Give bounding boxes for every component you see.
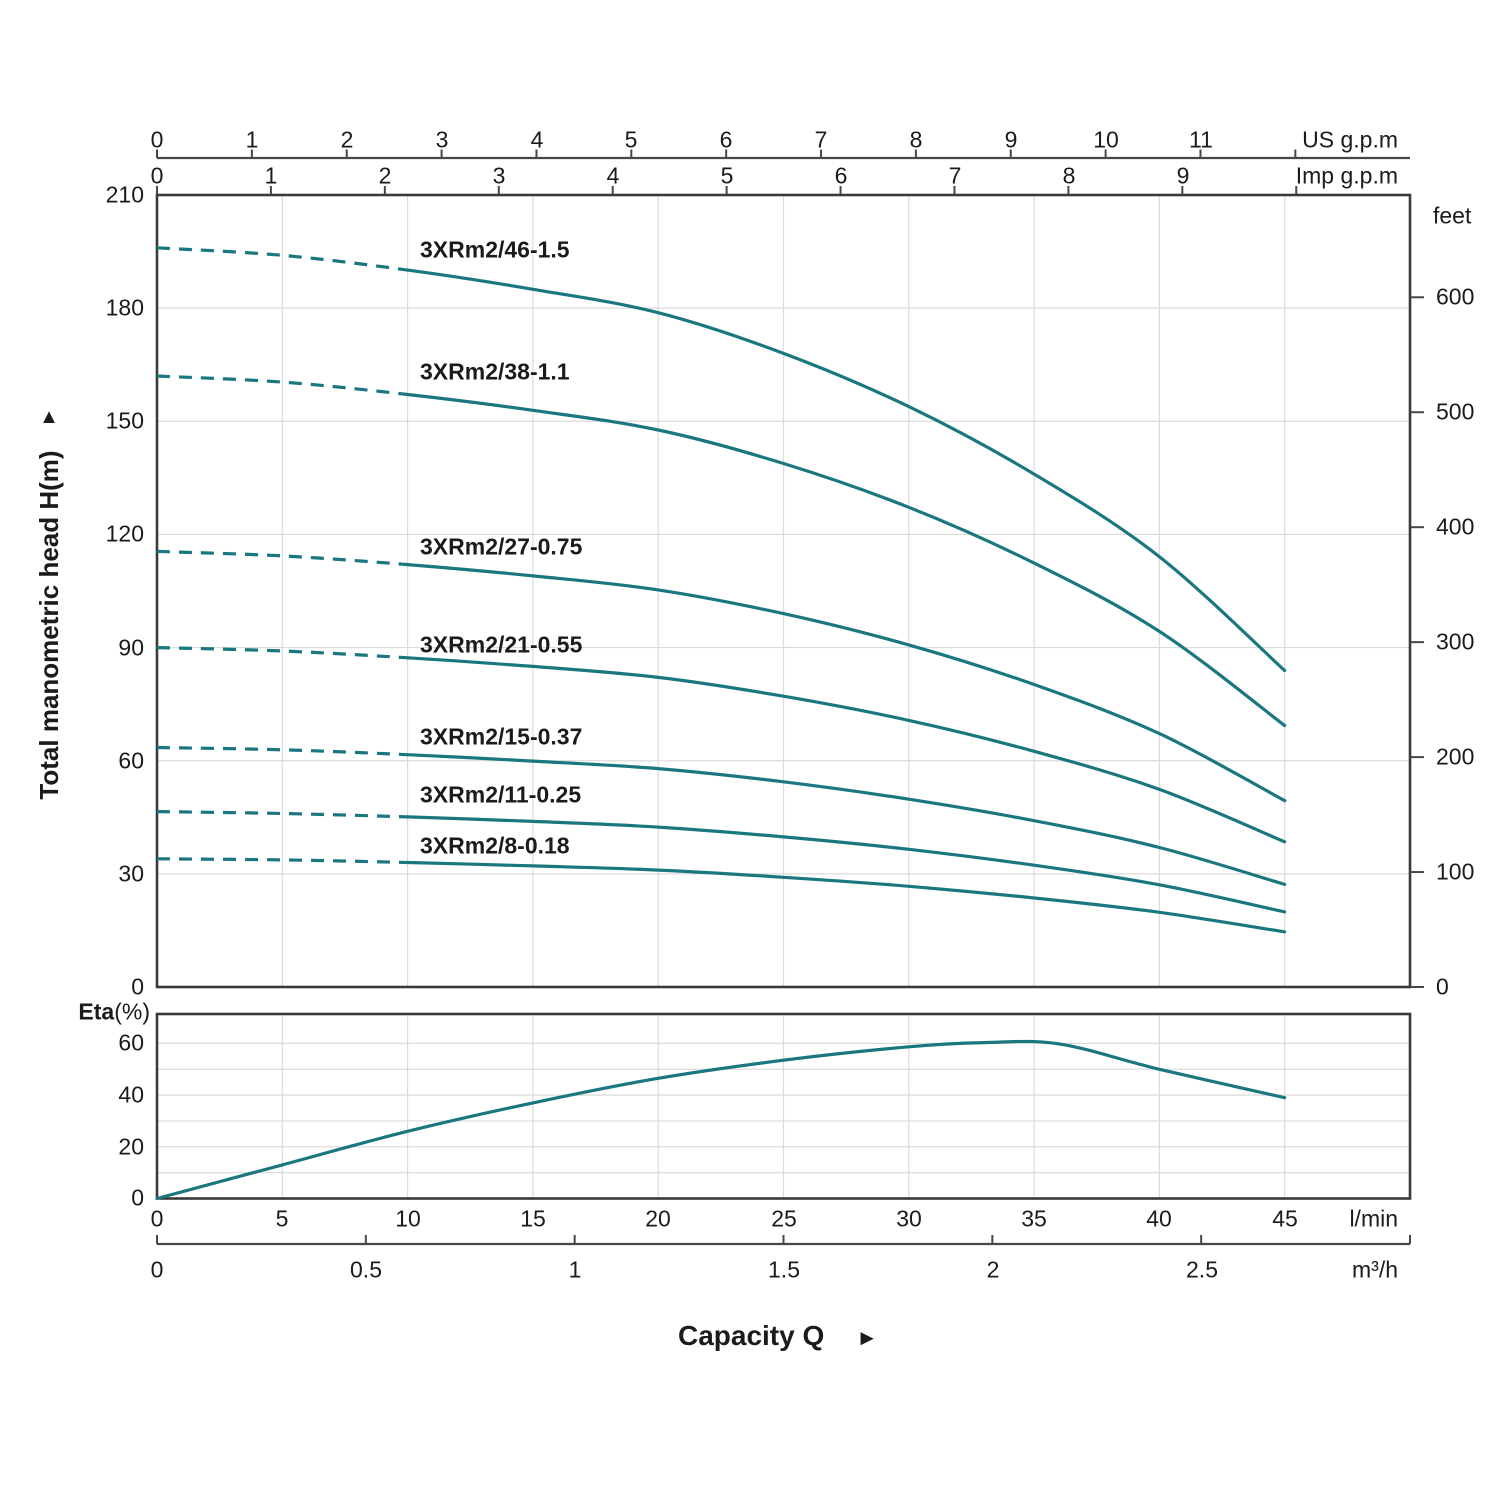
head-curve-dashed xyxy=(156,374,408,397)
us-gpm-tick-4: 4 xyxy=(530,126,544,153)
lmin-tick-25: 25 xyxy=(771,1205,797,1232)
head-tick-0: 0 xyxy=(131,973,144,1000)
us-gpm-tick-9: 9 xyxy=(1004,126,1018,153)
head-curve-solid xyxy=(406,268,1287,673)
eta-tick-40: 40 xyxy=(118,1081,144,1108)
head-axis-title: Total manometric head H(m) xyxy=(34,450,64,800)
curves-group xyxy=(155,246,1287,1201)
imp-gpm-tick-4: 4 xyxy=(606,162,620,189)
head-curve-dashed xyxy=(156,745,408,757)
m3h-tick-0: 0 xyxy=(150,1256,164,1283)
us-gpm-tick-10: 10 xyxy=(1093,126,1119,153)
head-tick-210: 210 xyxy=(105,181,144,208)
feet-tick-500: 500 xyxy=(1436,398,1475,425)
us-gpm-axis-name: US g.p.m xyxy=(1302,126,1398,153)
imp-gpm-tick-2: 2 xyxy=(378,162,392,189)
head-curve-solid xyxy=(406,392,1287,728)
imp-gpm-axis-name: Imp g.p.m xyxy=(1295,162,1398,189)
head-tick-120: 120 xyxy=(105,520,144,547)
imp-gpm-tick-9: 9 xyxy=(1176,162,1190,189)
lmin-tick-0: 0 xyxy=(150,1205,164,1232)
lmin-tick-45: 45 xyxy=(1272,1205,1298,1232)
lmin-tick-20: 20 xyxy=(645,1205,671,1232)
feet-tick-0: 0 xyxy=(1436,973,1449,1000)
us-gpm-tick-5: 5 xyxy=(624,126,638,153)
imp-gpm-tick-1: 1 xyxy=(264,162,278,189)
us-gpm-tick-2: 2 xyxy=(340,126,354,153)
head-tick-90: 90 xyxy=(118,634,144,661)
head-tick-180: 180 xyxy=(105,294,144,321)
us-gpm-tick-3: 3 xyxy=(435,126,449,153)
head-curve-dashed xyxy=(156,646,408,660)
main-plot-border xyxy=(155,193,1412,989)
capacity-title-text: Capacity Q xyxy=(677,1320,825,1351)
us-gpm-tick-1: 1 xyxy=(245,126,259,153)
feet-tick-300: 300 xyxy=(1436,628,1475,655)
imp-gpm-tick-0: 0 xyxy=(150,162,164,189)
imp-gpm-tick-8: 8 xyxy=(1062,162,1076,189)
eta-tick-0: 0 xyxy=(131,1184,144,1211)
eta-tick-60: 60 xyxy=(118,1029,144,1056)
axes-group xyxy=(155,149,1424,1246)
curve-label-21-055: 3XRm2/21-0.55 xyxy=(420,631,583,658)
head-curve-solid xyxy=(406,753,1287,886)
us-gpm-tick-0: 0 xyxy=(150,126,164,153)
eta-tick-20: 20 xyxy=(118,1133,144,1160)
imp-gpm-tick-3: 3 xyxy=(492,162,506,189)
capacity-axis-title: Capacity Q ► xyxy=(678,1322,878,1350)
lmin-tick-10: 10 xyxy=(395,1205,421,1232)
lmin-tick-40: 40 xyxy=(1146,1205,1172,1232)
us-gpm-tick-8: 8 xyxy=(909,126,923,153)
head-curve-dashed xyxy=(156,810,408,819)
m3h-tick-05: 0.5 xyxy=(350,1256,382,1283)
eta-axis-title: Eta(%) xyxy=(78,998,150,1025)
lmin-tick-35: 35 xyxy=(1021,1205,1047,1232)
us-gpm-tick-11: 11 xyxy=(1189,126,1213,153)
head-curve-solid xyxy=(406,563,1287,803)
curve-label-38-11: 3XRm2/38-1.1 xyxy=(420,358,570,385)
m3h-axis-name: m³/h xyxy=(1352,1256,1398,1283)
feet-tick-200: 200 xyxy=(1436,743,1475,770)
head-curve-dashed xyxy=(156,857,408,865)
curve-label-11-025: 3XRm2/11-0.25 xyxy=(420,781,582,808)
feet-tick-600: 600 xyxy=(1436,283,1475,310)
curve-label-46-15: 3XRm2/46-1.5 xyxy=(420,236,570,263)
head-curve-dashed xyxy=(156,246,408,272)
imp-gpm-tick-7: 7 xyxy=(948,162,962,189)
us-gpm-tick-7: 7 xyxy=(814,126,828,153)
curve-label-27-075: 3XRm2/27-0.75 xyxy=(420,533,583,560)
lmin-axis-name: l/min xyxy=(1349,1205,1398,1232)
gridlines-group xyxy=(157,195,1410,1199)
curve-label-15-037: 3XRm2/15-0.37 xyxy=(420,723,583,750)
m3h-tick-25: 2.5 xyxy=(1186,1256,1218,1283)
curve-label-8-018: 3XRm2/8-0.18 xyxy=(420,832,570,859)
eta-title-units: (%) xyxy=(114,998,150,1025)
head-curve-solid xyxy=(406,656,1287,844)
head-axis-up-arrow-icon: ▲ xyxy=(39,406,59,428)
us-gpm-tick-6: 6 xyxy=(719,126,733,153)
capacity-right-arrow-icon: ► xyxy=(856,1325,879,1350)
imp-gpm-tick-6: 6 xyxy=(834,162,848,189)
feet-axis-name: feet xyxy=(1433,202,1472,229)
head-curve-solid xyxy=(406,815,1287,914)
lmin-tick-30: 30 xyxy=(896,1205,922,1232)
head-tick-30: 30 xyxy=(118,860,144,887)
m3h-tick-2: 2 xyxy=(986,1256,1000,1283)
m3h-tick-1: 1 xyxy=(568,1256,582,1283)
eta-title-bold: Eta xyxy=(78,998,115,1025)
eta-plot-border xyxy=(155,1012,1412,1200)
lmin-tick-15: 15 xyxy=(520,1205,546,1232)
head-curve-solid xyxy=(406,860,1287,934)
feet-tick-400: 400 xyxy=(1436,513,1475,540)
feet-tick-100: 100 xyxy=(1436,858,1475,885)
head-tick-60: 60 xyxy=(118,747,144,774)
lmin-tick-5: 5 xyxy=(275,1205,289,1232)
m3h-tick-15: 1.5 xyxy=(768,1256,800,1283)
head-tick-150: 150 xyxy=(105,407,144,434)
eta-curve xyxy=(155,1039,1287,1201)
imp-gpm-tick-5: 5 xyxy=(720,162,734,189)
head-curve-dashed xyxy=(156,549,408,567)
